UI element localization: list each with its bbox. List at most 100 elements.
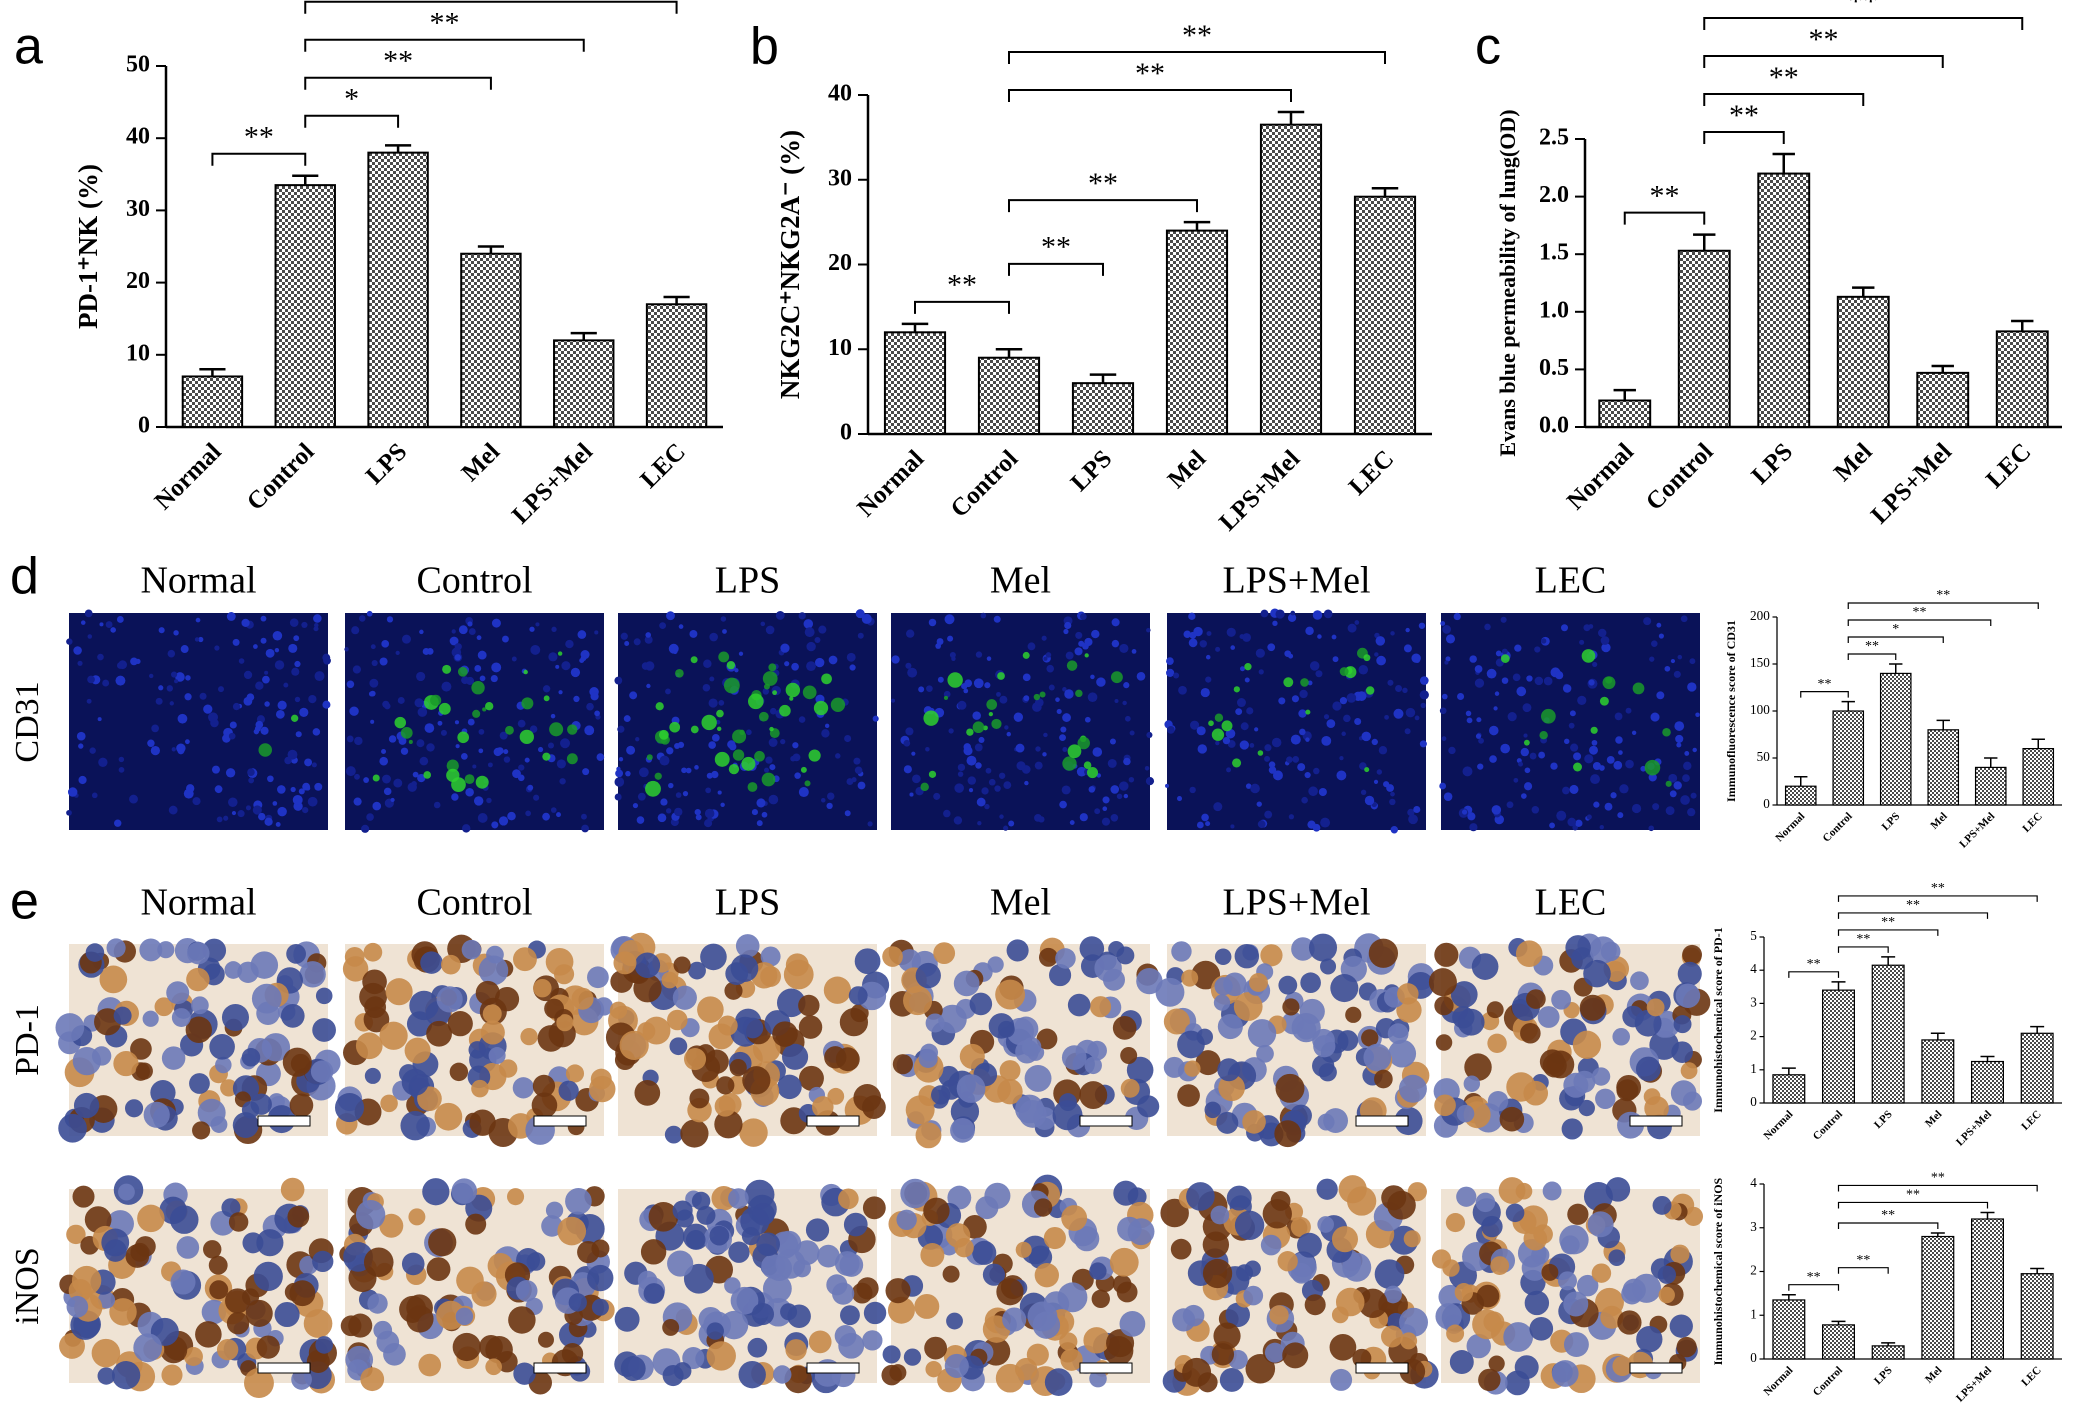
y-tick-label: 20 — [126, 268, 150, 294]
y-tick-label: 5 — [1750, 928, 1757, 943]
cell — [1225, 1302, 1250, 1328]
bar — [1165, 229, 1229, 435]
nucleus — [253, 728, 260, 735]
nucleus — [763, 767, 770, 773]
nucleus — [1615, 736, 1623, 744]
significance-bracket — [1847, 602, 2039, 609]
bar — [1871, 964, 1905, 1104]
bar — [1071, 382, 1135, 435]
nucleus — [1075, 631, 1083, 639]
nucleus — [211, 765, 220, 774]
cell — [1277, 1251, 1298, 1272]
bar — [2022, 747, 2055, 806]
nucleus — [720, 616, 727, 622]
cell — [1524, 1290, 1550, 1316]
nucleus — [986, 656, 992, 661]
cell — [827, 1087, 845, 1105]
cell — [1487, 1033, 1507, 1053]
nucleus — [961, 683, 968, 690]
cell — [1022, 1037, 1042, 1057]
nucleus — [184, 693, 192, 701]
nucleus — [503, 749, 509, 755]
nucleus — [395, 650, 400, 656]
cell — [274, 1301, 300, 1328]
cell — [451, 1178, 478, 1204]
nucleus — [827, 792, 835, 800]
nucleus — [1453, 612, 1461, 621]
nucleus — [1299, 728, 1306, 736]
cell — [1330, 974, 1359, 1003]
cell — [513, 947, 537, 972]
nucleus — [527, 784, 534, 791]
cell — [1182, 1304, 1205, 1327]
cell — [944, 1353, 969, 1378]
cell — [1329, 1333, 1357, 1361]
cell — [256, 1335, 280, 1359]
nucleus — [984, 682, 991, 689]
cell — [805, 1218, 830, 1242]
nucleus — [1022, 673, 1031, 682]
nucleus — [87, 675, 95, 684]
cell — [1290, 1216, 1311, 1238]
nucleus — [314, 782, 323, 791]
nucleus — [1062, 746, 1068, 753]
y-tick-label: 30 — [126, 196, 150, 222]
nucleus — [1307, 680, 1313, 686]
nucleus — [872, 715, 879, 722]
x-tick-label: Control — [1811, 1108, 1845, 1142]
nucleus — [166, 685, 174, 692]
cell — [1033, 1198, 1053, 1217]
nucleus — [1648, 825, 1655, 832]
significance-bracket — [304, 38, 585, 52]
significance-bracket — [1008, 88, 1292, 102]
cell — [1170, 1238, 1192, 1260]
nucleus — [1540, 638, 1547, 644]
nucleus — [1123, 757, 1131, 766]
nucleus — [675, 792, 682, 798]
nucleus — [358, 615, 366, 622]
nucleus — [478, 728, 485, 735]
nucleus — [433, 801, 441, 809]
bar — [2020, 1273, 2054, 1360]
cell — [303, 1309, 333, 1338]
nucleus — [1601, 642, 1611, 653]
cd31-signal — [549, 722, 564, 737]
nucleus — [791, 662, 799, 671]
error-bar — [2031, 738, 2045, 749]
cell — [312, 1018, 336, 1042]
nucleus — [1690, 792, 1697, 799]
significance-label: ** — [1807, 1270, 1821, 1285]
nucleus — [972, 711, 981, 720]
cell — [1368, 938, 1399, 968]
significance-label: * — [1892, 622, 1899, 637]
nucleus — [354, 773, 360, 780]
cell — [826, 1274, 848, 1296]
cell — [195, 1321, 222, 1348]
error-bar — [1936, 719, 1950, 730]
cell — [714, 1110, 743, 1139]
nucleus — [708, 741, 716, 749]
nucleus — [214, 785, 223, 794]
nucleus — [556, 759, 566, 769]
cell — [1119, 1311, 1146, 1337]
cell — [1226, 1185, 1252, 1211]
cell — [954, 1237, 974, 1258]
nucleus — [1531, 806, 1540, 814]
ihc-image — [605, 932, 890, 1148]
nucleus — [260, 615, 267, 622]
column-label: Control — [416, 882, 532, 924]
cell — [1256, 1044, 1274, 1063]
y-tick-label: 0 — [138, 413, 150, 439]
cell — [1361, 1029, 1379, 1047]
nucleus — [1043, 656, 1048, 661]
nucleus — [967, 776, 977, 785]
cell — [667, 1250, 694, 1277]
y-tick-label: 0 — [1750, 1350, 1757, 1365]
cell — [887, 1296, 915, 1324]
bar — [1832, 710, 1865, 806]
nucleus — [573, 695, 580, 703]
cell — [1673, 1015, 1692, 1034]
nucleus — [366, 813, 374, 821]
cell — [1579, 994, 1606, 1021]
y-tick-label: 0 — [840, 420, 852, 446]
